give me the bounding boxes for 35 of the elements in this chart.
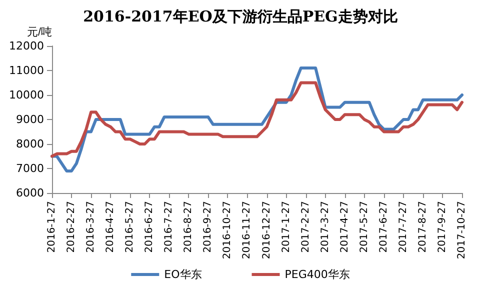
legend-label: EO华东: [164, 268, 202, 281]
x-tick-label: 2016-7-27: [164, 201, 175, 253]
x-tick-label: 2017-1-27: [280, 201, 292, 253]
x-tick-label: 2016-3-27: [86, 201, 97, 253]
y-axis-title: 元/吨: [26, 26, 52, 38]
x-tick-label: 2017-8-27: [417, 201, 428, 253]
x-tick-label: 2016-1-27: [46, 201, 58, 253]
x-tick-label: 2016-9-27: [202, 201, 214, 253]
y-tick-label: 12000: [9, 40, 44, 52]
x-tick-label: 2017-4-27: [339, 201, 350, 253]
y-tick-label: 10000: [9, 88, 44, 102]
x-tick-label: 2016-6-27: [144, 201, 156, 253]
x-tick-label: 2016-5-27: [124, 201, 136, 253]
y-tick-label: 7000: [16, 162, 44, 175]
line-series: [50, 81, 464, 158]
y-tick-label: 11000: [9, 64, 44, 77]
x-tick-label: 2016-8-27: [183, 201, 194, 253]
x-tick-label: 2017-9-27: [436, 201, 448, 253]
y-tick-label: 8000: [16, 138, 44, 150]
x-tick-label: 2017-7-27: [398, 201, 409, 253]
x-tick-label: 2017-10-27: [456, 201, 468, 260]
line-series: [50, 66, 464, 172]
x-tick-label: 2016-12-27: [261, 201, 272, 260]
x-tick-label: 2016-2-27: [66, 201, 78, 253]
chart-title: 2016-2017年EO及下游衍生品PEG走势对比: [83, 8, 398, 26]
x-tick-label: 2017-6-27: [378, 201, 390, 253]
x-tick-label: 2016-4-27: [105, 201, 116, 253]
x-tick-label: 2017-5-27: [358, 201, 370, 253]
legend-label: PEG400华东: [284, 268, 350, 281]
x-tick-label: 2017-2-27: [300, 201, 312, 253]
x-tick-label: 2017-3-27: [320, 201, 331, 253]
y-tick-label: 6000: [16, 186, 44, 200]
y-tick-label: 9000: [16, 113, 44, 126]
x-tick-label: 2016-11-27: [242, 201, 253, 260]
x-tick-label: 2016-10-27: [222, 201, 234, 260]
